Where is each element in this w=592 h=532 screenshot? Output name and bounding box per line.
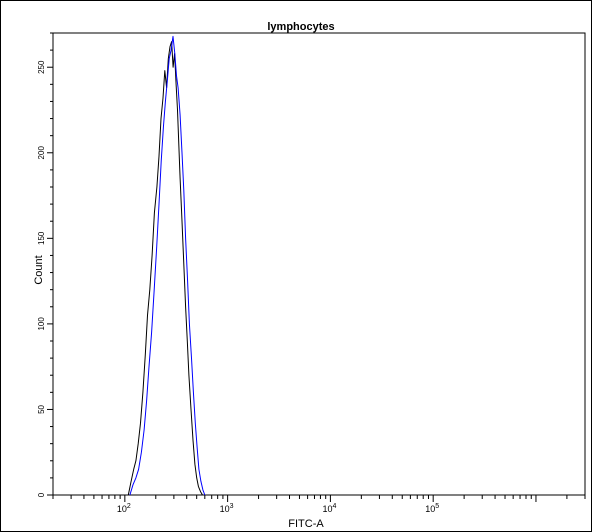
- x-tick-label: 103: [220, 503, 234, 514]
- y-tick-label: 150: [37, 231, 46, 245]
- y-tick-label: 200: [37, 146, 46, 160]
- x-tick-label: 105: [425, 503, 439, 514]
- x-tick-label: 102: [117, 503, 131, 514]
- x-axis-label: FITC-A: [288, 518, 324, 530]
- plot-area: [52, 32, 586, 496]
- y-axis: 0 50 100 150 200 250: [37, 32, 53, 497]
- chart-title: lymphocytes: [267, 21, 334, 33]
- x-tick-label: 104: [322, 503, 336, 514]
- series-line-2: [129, 35, 206, 496]
- x-axis: 102 103 104 105: [52, 495, 586, 514]
- series-layer: [127, 35, 206, 496]
- y-tick-label: 100: [37, 317, 46, 331]
- y-tick-label: 50: [37, 404, 46, 413]
- y-tick-label: 0: [37, 492, 46, 497]
- y-tick-label: 250: [37, 60, 46, 74]
- series-line-1: [127, 41, 203, 496]
- y-axis-label: Count: [33, 255, 45, 284]
